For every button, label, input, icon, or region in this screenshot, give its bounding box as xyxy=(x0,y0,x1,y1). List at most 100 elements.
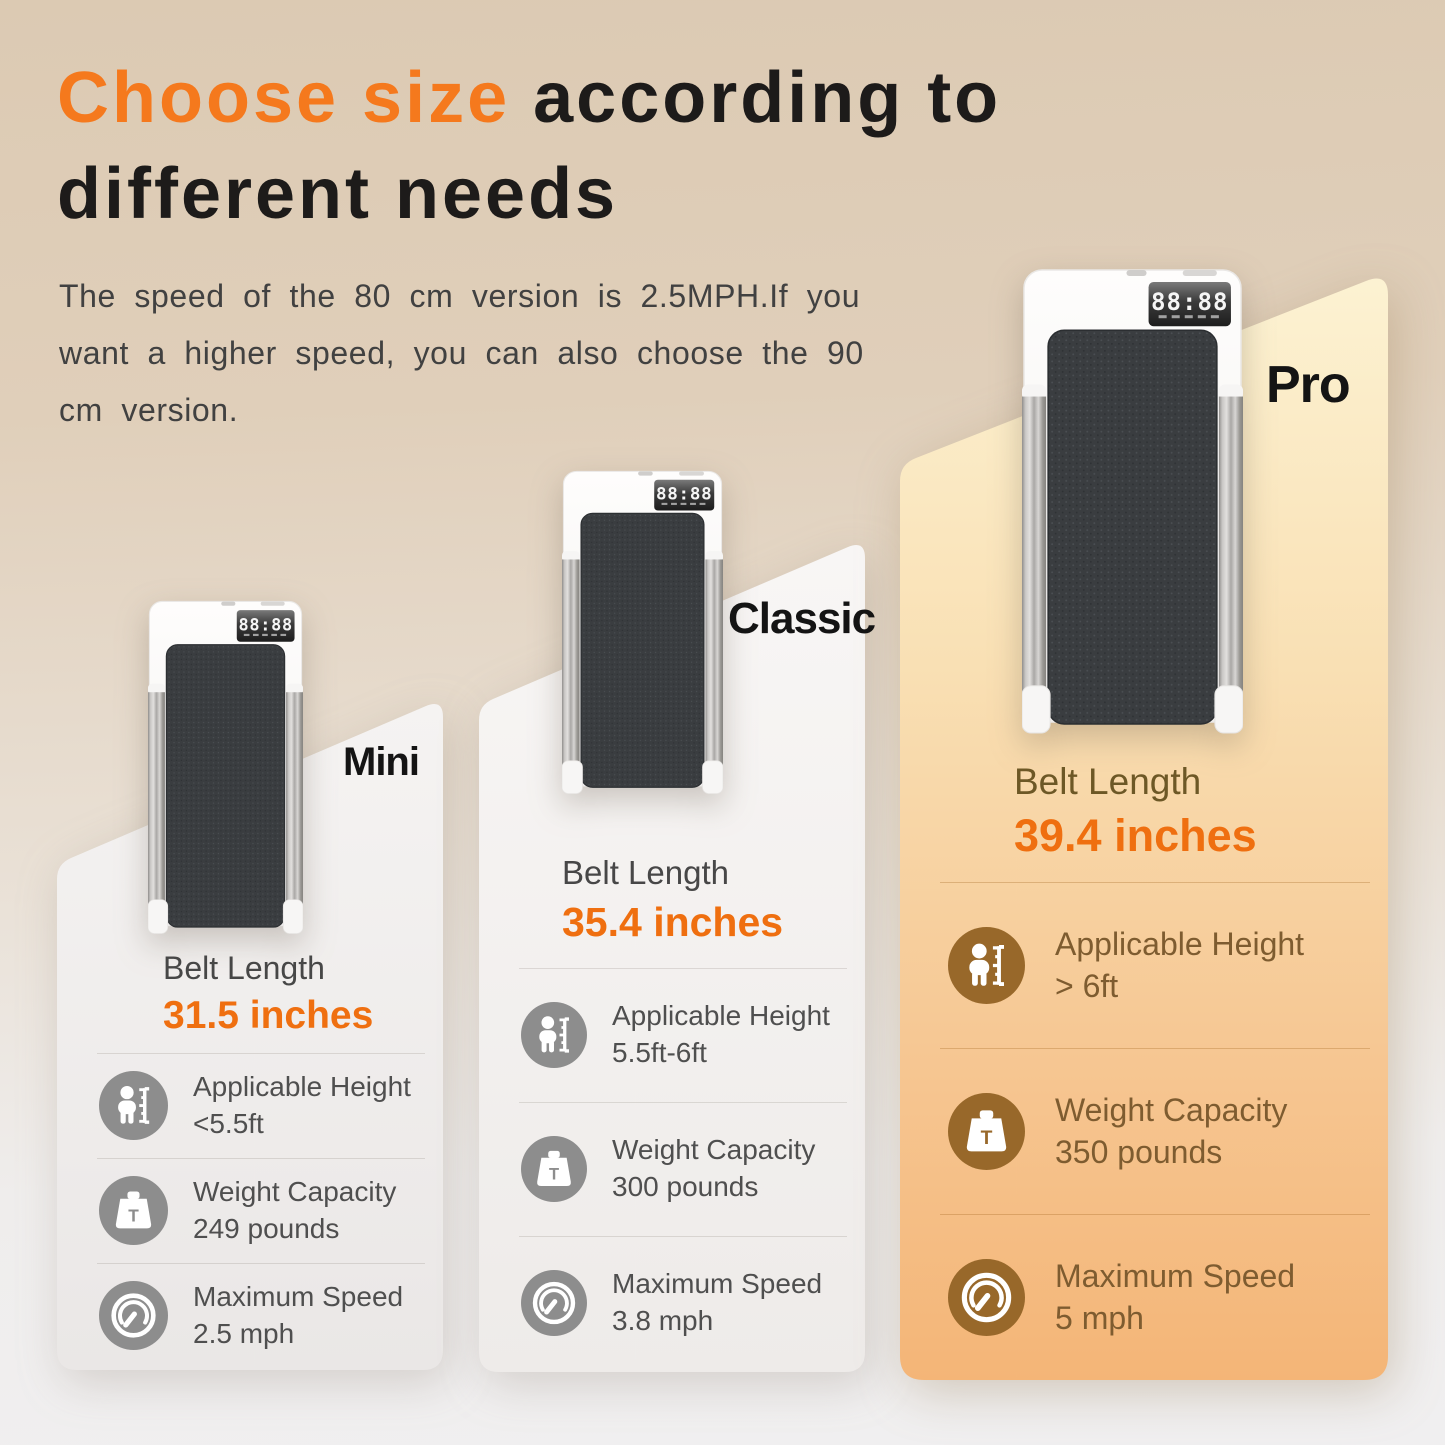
page-description: The speed of the 80 cm version is 2.5MPH… xyxy=(59,268,1009,439)
treadmill-rail xyxy=(286,692,303,910)
display-digits: 88:88 xyxy=(656,485,712,505)
svg-text:T: T xyxy=(128,1206,139,1226)
height-icon xyxy=(521,1002,587,1068)
feature-text: Maximum Speed 3.8 mph xyxy=(612,1266,822,1340)
treadmill-port xyxy=(1126,270,1147,277)
feature-label: Maximum Speed xyxy=(193,1280,404,1312)
belt-length-block-mini: Belt Length 31.5 inches xyxy=(163,950,373,1039)
treadmill-rail xyxy=(562,559,580,771)
feature-row: Maximum Speed 3.8 mph xyxy=(479,1236,865,1370)
treadmill-display xyxy=(1148,282,1231,327)
feature-value: <5.5ft xyxy=(193,1107,264,1139)
treadmill-belt xyxy=(165,644,286,928)
height-icon xyxy=(948,926,1025,1004)
treadmill-image-mini: 88:88 xyxy=(148,600,303,934)
treadmill-foot xyxy=(702,760,723,794)
treadmill-rail xyxy=(1022,396,1047,700)
belt-length-block-pro: Belt Length 39.4 inches xyxy=(1014,760,1257,862)
feature-text: Maximum Speed 2.5 mph xyxy=(193,1279,403,1353)
treadmill-display xyxy=(654,479,715,511)
feature-row: Maximum Speed 2.5 mph xyxy=(57,1263,443,1368)
treadmill-rail xyxy=(1218,396,1243,700)
treadmill-rail xyxy=(705,559,723,771)
belt-length-label: Belt Length xyxy=(163,950,325,986)
treadmill-foot xyxy=(562,760,583,794)
card-label-mini: Mini xyxy=(343,740,420,784)
feature-label: Weight Capacity xyxy=(612,1134,816,1166)
treadmill-foot xyxy=(1214,685,1243,734)
feature-value: > 6ft xyxy=(1055,968,1119,1004)
rail-cap xyxy=(562,551,580,563)
treadmill-rail xyxy=(148,692,165,910)
belt-length-value: 31.5 inches xyxy=(163,993,374,1037)
feature-label: Maximum Speed xyxy=(612,1268,823,1300)
description-line: The speed of the 80 cm version is 2.5MPH… xyxy=(59,278,861,314)
feature-row: T Weight Capacity 300 pounds xyxy=(479,1102,865,1236)
feature-text: Weight Capacity 300 pounds xyxy=(612,1132,815,1206)
feature-list-classic: Applicable Height 5.5ft-6ft T Weight Cap… xyxy=(479,968,865,1370)
page-title: Choose size according to different needs xyxy=(57,50,1357,243)
speed-icon xyxy=(521,1270,587,1336)
belt-length-block-classic: Belt Length 35.4 inches xyxy=(562,854,783,946)
feature-row: T Weight Capacity 249 pounds xyxy=(57,1158,443,1263)
speed-icon xyxy=(948,1258,1025,1336)
feature-row: Applicable Height > 6ft xyxy=(900,882,1388,1048)
feature-value: 249 pounds xyxy=(193,1212,340,1244)
card-label-classic: Classic xyxy=(728,594,876,643)
feature-list-pro: Applicable Height > 6ft T Weight Capacit… xyxy=(900,882,1388,1380)
treadmill-port xyxy=(679,471,704,476)
feature-value: 350 pounds xyxy=(1055,1134,1223,1170)
feature-value: 2.5 mph xyxy=(193,1317,295,1349)
treadmill-foot xyxy=(282,899,303,934)
weight-icon: T xyxy=(948,1092,1025,1170)
treadmill-belt xyxy=(1047,329,1218,725)
feature-value: 5 mph xyxy=(1055,1300,1144,1336)
svg-text:T: T xyxy=(981,1128,993,1149)
treadmill-port xyxy=(1182,270,1217,277)
page-title-highlight: Choose size xyxy=(57,58,511,138)
treadmill-port xyxy=(221,601,236,606)
treadmill-belt xyxy=(580,512,705,788)
feature-row: Maximum Speed 5 mph xyxy=(900,1214,1388,1380)
feature-text: Maximum Speed 5 mph xyxy=(1055,1255,1295,1339)
treadmill-image-classic: 88:88 xyxy=(562,470,723,794)
treadmill-foot xyxy=(148,899,169,934)
rail-cap xyxy=(705,551,723,563)
feature-label: Weight Capacity xyxy=(193,1175,397,1207)
svg-text:T: T xyxy=(549,1166,559,1184)
speed-icon xyxy=(99,1281,168,1350)
feature-text: Applicable Height <5.5ft xyxy=(193,1069,411,1143)
feature-label: Applicable Height xyxy=(193,1070,411,1102)
treadmill-image-pro: 88:88 xyxy=(1022,269,1243,734)
display-digits: 88:88 xyxy=(238,615,292,635)
feature-label: Applicable Height xyxy=(1055,925,1305,962)
feature-label: Weight Capacity xyxy=(1055,1091,1288,1128)
feature-text: Weight Capacity 249 pounds xyxy=(193,1174,396,1248)
treadmill-port xyxy=(638,471,653,476)
feature-row: Applicable Height 5.5ft-6ft xyxy=(479,968,865,1102)
treadmill-port xyxy=(260,601,285,606)
page-title-line2: different needs xyxy=(57,154,619,235)
feature-value: 300 pounds xyxy=(612,1171,759,1202)
feature-text: Weight Capacity 350 pounds xyxy=(1055,1089,1287,1173)
belt-length-value: 39.4 inches xyxy=(1014,809,1257,861)
display-segments xyxy=(661,502,706,505)
feature-row: T Weight Capacity 350 pounds xyxy=(900,1048,1388,1214)
display-segments xyxy=(1158,315,1219,319)
feature-row: Applicable Height <5.5ft xyxy=(57,1053,443,1158)
feature-value: 5.5ft-6ft xyxy=(612,1037,707,1068)
feature-label: Maximum Speed xyxy=(1055,1257,1296,1294)
description-line: want a higher speed, you can also choose… xyxy=(59,334,864,371)
page-title-rest: according to xyxy=(510,58,1002,138)
display-digits: 88:88 xyxy=(1151,288,1229,316)
feature-text: Applicable Height 5.5ft-6ft xyxy=(612,998,830,1072)
card-label-pro: Pro xyxy=(1266,356,1351,414)
belt-length-label: Belt Length xyxy=(1014,761,1202,802)
feature-label: Applicable Height xyxy=(612,1000,830,1032)
weight-icon: T xyxy=(99,1176,168,1245)
belt-length-value: 35.4 inches xyxy=(562,898,784,945)
display-segments xyxy=(243,633,287,637)
height-icon xyxy=(99,1071,168,1140)
treadmill-display xyxy=(236,610,295,642)
